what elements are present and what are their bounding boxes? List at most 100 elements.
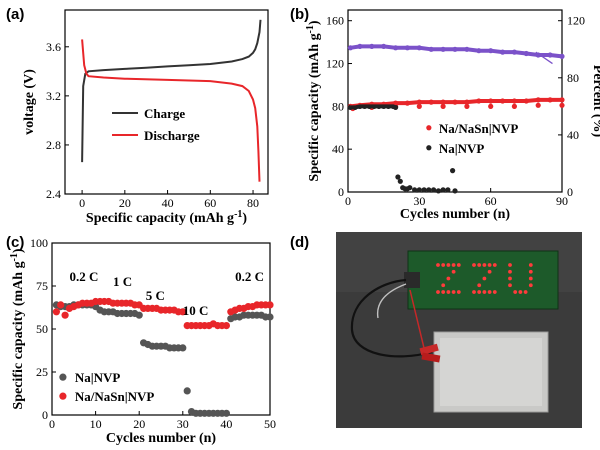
data-point (179, 344, 187, 352)
y-tick-label: 3.2 (46, 89, 61, 103)
led-dot (446, 290, 451, 294)
chart-c: (c) 0 10 20 30 40 50 0 25 50 75 100 Cycles number (n… (6, 234, 276, 446)
legend-label: Na|NVP (75, 370, 121, 385)
y-tick-label: 0 (338, 185, 344, 199)
data-point (266, 301, 274, 309)
x-tick-label: 50 (264, 417, 276, 431)
led-dot (446, 263, 451, 267)
series-line-charge (81, 19, 262, 163)
plot-frame (64, 9, 269, 195)
led-dot (436, 263, 440, 267)
nanvp-band (350, 104, 397, 110)
photo-d: (d) (290, 232, 582, 428)
x-axis-title: Specific capacity (mAh g-1) (86, 209, 248, 226)
led-dot (436, 290, 440, 294)
legend-marker (426, 145, 432, 151)
y-axis-title: Specific capacity (mAh g-1) (9, 248, 26, 410)
x-tick-label: 20 (119, 196, 131, 210)
panel-label: (b) (290, 6, 309, 23)
x-tick-label: 90 (556, 194, 568, 208)
legend-label: Discharge (144, 128, 200, 143)
led-dot (487, 269, 492, 274)
x-tick-label: 0 (49, 417, 55, 431)
led-board (407, 250, 559, 310)
y-axis-title: voltage (V) (22, 69, 37, 135)
y-right-tick-label: 80 (567, 71, 579, 85)
y-tick-label: 75 (36, 279, 48, 293)
legend-label: Na|NVP (439, 141, 485, 156)
led-dot (451, 269, 456, 274)
data-point (435, 188, 441, 194)
led-dot (492, 263, 497, 267)
legend-marker (426, 125, 432, 131)
black-cable (350, 278, 433, 358)
x-tick-label: 60 (485, 194, 497, 208)
y-axis-title: Specific capacity (mAh g-1) (305, 20, 322, 182)
x-tick-label: 60 (204, 196, 216, 210)
led-dot (451, 263, 456, 267)
data-point (266, 313, 274, 321)
data-point (488, 103, 494, 109)
data-point (445, 187, 451, 193)
red-clip (419, 343, 439, 356)
red-wire (409, 289, 425, 349)
data-point (416, 187, 422, 193)
data-point (431, 187, 437, 193)
data-point (535, 102, 541, 108)
led-dot (528, 269, 533, 274)
led-dot (513, 290, 518, 294)
data-point (222, 409, 230, 417)
x-axis-title: Cycles number (n) (400, 207, 511, 222)
led-dot (456, 263, 461, 267)
y-tick-label: 3.6 (46, 40, 61, 54)
led-dot (528, 283, 533, 288)
data-point (179, 308, 187, 316)
data-point (464, 103, 470, 109)
y-tick-label: 50 (36, 322, 48, 336)
y-tick-label: 25 (36, 365, 48, 379)
rate-label: 5 C (146, 288, 165, 303)
led-dot (472, 290, 476, 294)
x-tick-label: 80 (247, 196, 259, 210)
annotation-arrow (535, 51, 553, 65)
data-point (52, 308, 61, 316)
data-point (57, 301, 65, 309)
panel-label: (d) (290, 234, 309, 251)
y-tick-label: 40 (332, 142, 344, 156)
led-dot (446, 276, 451, 281)
data-point (135, 311, 143, 319)
led-dot (451, 290, 456, 294)
x-axis-title: Cycles number (n) (106, 431, 217, 446)
x-tick-label: 40 (162, 196, 174, 210)
y-right-tick-label: 0 (567, 185, 573, 199)
data-point (450, 168, 456, 174)
data-point (452, 188, 458, 194)
led-dot (477, 283, 482, 288)
y-tick-label: 100 (30, 236, 48, 250)
data-point (511, 103, 517, 109)
data-point (416, 103, 422, 109)
data-point (426, 187, 432, 193)
x-tick-label: 30 (177, 417, 189, 431)
led-dot (487, 263, 492, 267)
chart-a: (a) 0 20 40 60 80 2.4 2.8 3.2 3.6 Specific capacit… (6, 6, 269, 226)
rate-label: 0.2 C (69, 269, 98, 284)
led-dot (492, 290, 497, 294)
data-point (440, 187, 446, 193)
y-right-tick-label: 40 (567, 128, 579, 142)
y-tick-label: 80 (332, 99, 344, 113)
legend-label: Na/NaSn|NVP (439, 121, 518, 136)
panel-label: (a) (6, 6, 24, 23)
x-tick-label: 30 (413, 194, 425, 208)
x-tick-label: 0 (345, 194, 351, 208)
led-dot (441, 283, 446, 288)
led-dot (441, 290, 446, 294)
led-dot (477, 290, 482, 294)
y-tick-label: 0 (42, 408, 48, 422)
led-dot (508, 276, 512, 281)
led-dot (523, 290, 528, 294)
led-dot (528, 263, 533, 267)
led-dot (441, 263, 446, 267)
